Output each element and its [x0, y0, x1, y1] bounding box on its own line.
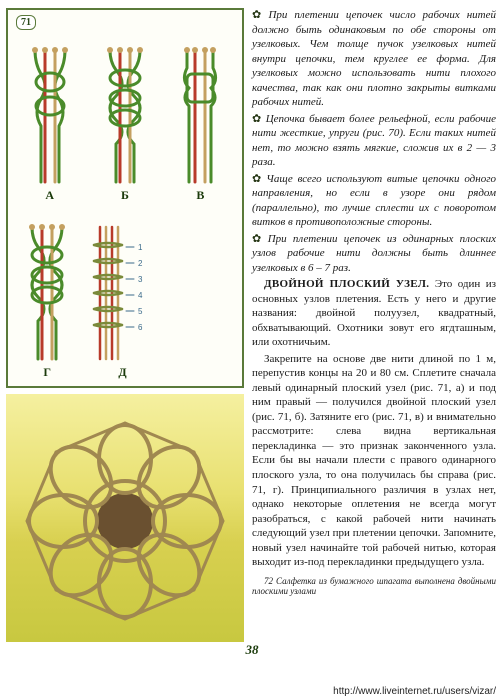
knot-label-b: Б: [121, 188, 129, 203]
knot-c-svg: [169, 44, 231, 184]
knot-b: Б: [89, 30, 160, 203]
doily-svg: [15, 403, 235, 633]
svg-text:2: 2: [138, 259, 143, 268]
svg-text:1: 1: [138, 243, 143, 252]
svg-text:3: 3: [138, 275, 143, 284]
section-heading: ДВОЙНОЙ ПЛОСКИЙ УЗЕЛ.: [264, 278, 429, 290]
knot-label-a: А: [45, 188, 54, 203]
para-3-text: Чаще всего используют витые цепочки одно…: [252, 173, 496, 229]
knot-label-d: Г: [43, 365, 51, 380]
knot-c: В: [165, 30, 236, 203]
knot-b-svg: [94, 44, 156, 184]
svg-text:4: 4: [138, 291, 143, 300]
grid-spacer: [165, 207, 236, 380]
knot-a: А: [14, 30, 85, 203]
para-3: Чаще всего используют витые цепочки одно…: [252, 172, 496, 230]
knot-label-c: В: [196, 188, 204, 203]
para-5: ДВОЙНОЙ ПЛОСКИЙ УЗЕЛ. Это один из основн…: [252, 277, 496, 350]
left-column: 71: [6, 8, 244, 648]
knot-d: Г: [14, 207, 161, 380]
figure-72-caption: 72 Салфетка из бумажного шпагата выполне…: [252, 576, 496, 598]
figure-number: 71: [16, 15, 36, 30]
svg-text:5: 5: [138, 307, 143, 316]
para-6: Закрепите на основе две нити длиной по 1…: [252, 352, 496, 570]
para-1-text: При плетении цепочек число рабочих нитей…: [252, 9, 496, 108]
para-1: При плетении цепочек число рабочих нитей…: [252, 8, 496, 110]
figure-71-diagram: 71: [6, 8, 244, 388]
knot-label-e: Д: [118, 365, 126, 380]
page-container: 71: [0, 0, 504, 680]
page-number: 38: [0, 642, 504, 658]
body-text-block: ДВОЙНОЙ ПЛОСКИЙ УЗЕЛ. Это один из основн…: [252, 277, 496, 569]
para-2: Цепочка бывает более рельефной, если раб…: [252, 112, 496, 170]
knots-grid: А: [14, 16, 236, 380]
knot-a-svg: [19, 44, 81, 184]
source-url: http://www.liveinternet.ru/users/vizar/: [333, 686, 496, 697]
two-column-layout: 71: [6, 8, 498, 648]
para-4-text: При плетении цепочек из одинарных плоски…: [252, 233, 496, 274]
right-column-text: При плетении цепочек число рабочих нитей…: [252, 8, 496, 648]
svg-text:6: 6: [138, 323, 143, 332]
figure-72-photo: [6, 394, 244, 642]
knot-e-svg: 1 2 3 4 5 6: [86, 221, 158, 361]
para-4: При плетении цепочек из одинарных плоски…: [252, 232, 496, 276]
para-2-text: Цепочка бывает более рельефной, если раб…: [252, 113, 496, 169]
knot-d-svg: [16, 221, 78, 361]
